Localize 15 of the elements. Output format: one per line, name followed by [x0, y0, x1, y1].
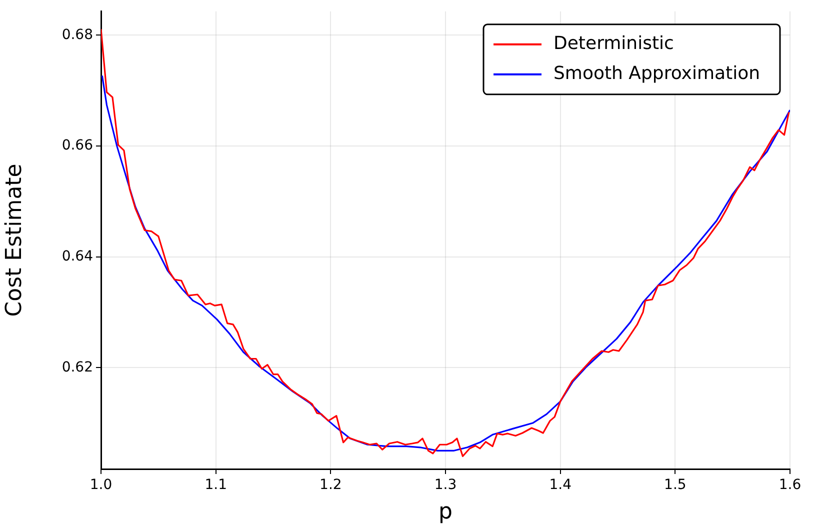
y-tick-label: 0.66	[62, 138, 94, 154]
y-axis-title: Cost Estimate	[2, 164, 27, 317]
y-tick-label: 0.62	[62, 359, 93, 376]
x-tick-label: 1.4	[549, 477, 572, 494]
y-tick-label: 0.64	[62, 248, 94, 264]
x-tick-label: 1.6	[778, 477, 802, 494]
x-tick-label: 1.5	[664, 477, 686, 494]
x-axis-title: p	[438, 500, 452, 525]
legend-label: Deterministic	[554, 33, 674, 54]
legend-label: Smooth Approximation	[554, 63, 760, 84]
x-tick-label: 1.3	[434, 477, 457, 494]
x-tick-label: 1.0	[90, 477, 112, 494]
y-tick-label: 0.68	[62, 26, 93, 43]
x-tick-label: 1.2	[320, 477, 342, 494]
x-tick-label: 1.1	[204, 477, 227, 494]
